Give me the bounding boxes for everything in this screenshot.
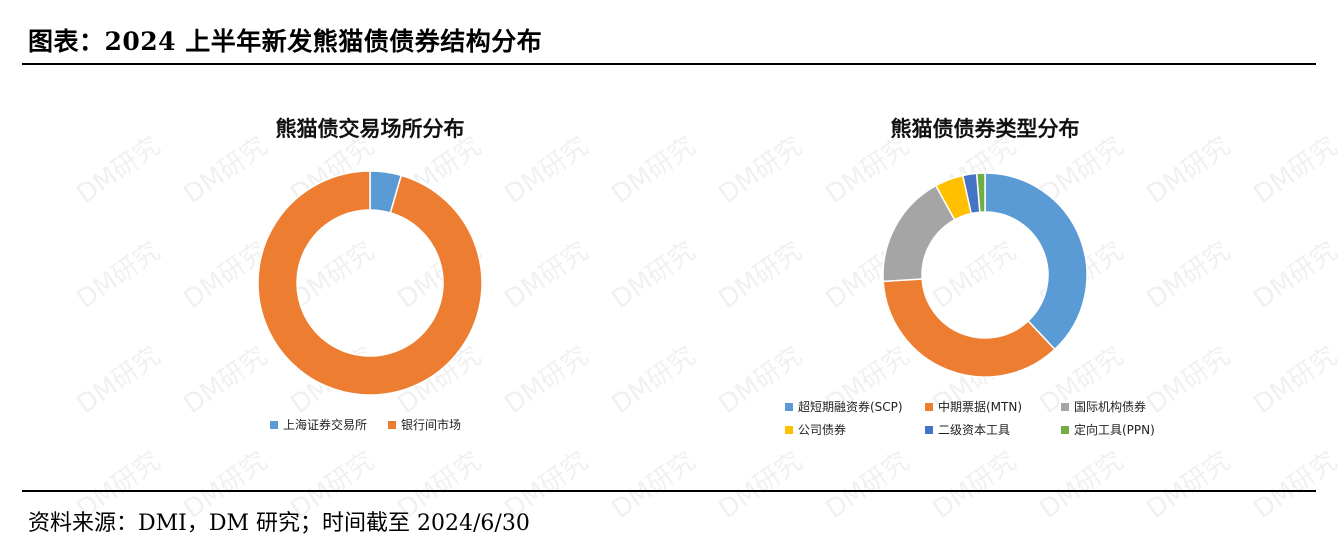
watermark-text: DM研究	[1248, 236, 1338, 315]
watermark-text: DM研究	[1248, 131, 1338, 210]
legend-swatch	[1061, 426, 1069, 434]
watermark-text: DM研究	[71, 131, 166, 210]
legend-label: 二级资本工具	[938, 423, 1010, 437]
watermark-text: DM研究	[499, 341, 594, 420]
legend-item: 公司债券	[785, 422, 846, 437]
legend-swatch	[1061, 403, 1069, 411]
donut-slice-1	[882, 278, 1056, 378]
legend-item: 超短期融资券(SCP)	[785, 399, 903, 414]
watermark-text: DM研究	[606, 131, 701, 210]
watermark-text: DM研究	[1141, 446, 1236, 525]
legend-label: 上海证券交易所	[283, 417, 367, 432]
watermark-text: DM研究	[927, 446, 1022, 525]
top-rule	[22, 63, 1316, 65]
legend-label: 银行间市场	[401, 417, 461, 432]
legend-label: 超短期融资券(SCP)	[798, 399, 903, 414]
watermark-text: DM研究	[820, 446, 915, 525]
legend-item: 国际机构债券	[1061, 399, 1146, 414]
watermark-text: DM研究	[71, 236, 166, 315]
watermark-text: DM研究	[1248, 446, 1338, 525]
chart-exchange-distribution: 熊猫债交易场所分布上海证券交易所 银行间市场	[240, 110, 500, 450]
legend-swatch	[785, 403, 793, 411]
watermark-text: DM研究	[606, 236, 701, 315]
bottom-rule	[22, 490, 1316, 492]
chart-title: 熊猫债债券类型分布	[891, 117, 1080, 141]
legend-label: 公司债券	[798, 422, 846, 437]
legend-swatch	[925, 426, 933, 434]
donut-slice-5	[975, 172, 986, 214]
legend-swatch	[270, 421, 278, 429]
figure-title: 图表：2024 上半年新发熊猫债债券结构分布	[28, 27, 543, 56]
watermark-text: DM研究	[606, 446, 701, 525]
legend-label: 定向工具(PPN)	[1074, 422, 1155, 437]
legend-item: 银行间市场	[388, 417, 461, 432]
watermark-text: DM研究	[606, 341, 701, 420]
legend-swatch	[785, 426, 793, 434]
watermark-text: DM研究	[499, 131, 594, 210]
watermark-text: DM研究	[71, 341, 166, 420]
donut-slice-0	[984, 172, 1088, 351]
donut-slice-1	[257, 170, 483, 396]
legend-item: 二级资本工具	[925, 423, 1010, 437]
watermark-text: DM研究	[1248, 341, 1338, 420]
source-note: 资料来源：DMI，DM 研究；时间截至 2024/6/30	[28, 511, 530, 536]
legend-swatch	[925, 403, 933, 411]
legend-item: 上海证券交易所	[270, 417, 367, 432]
watermark-text: DM研究	[713, 446, 808, 525]
legend-label: 中期票据(MTN)	[938, 399, 1022, 414]
legend-item: 中期票据(MTN)	[925, 399, 1022, 414]
watermark-text: DM研究	[499, 236, 594, 315]
watermark-text: DM研究	[1034, 446, 1129, 525]
chart-title: 熊猫债交易场所分布	[276, 117, 465, 141]
legend-swatch	[388, 421, 396, 429]
chart-bond-type-distribution: 熊猫债债券类型分布超短期融资券(SCP) 中期票据(MTN) 国际机构债券公司债券 二…	[770, 110, 1200, 450]
legend-label: 国际机构债券	[1074, 399, 1146, 414]
legend-item: 定向工具(PPN)	[1061, 422, 1155, 437]
